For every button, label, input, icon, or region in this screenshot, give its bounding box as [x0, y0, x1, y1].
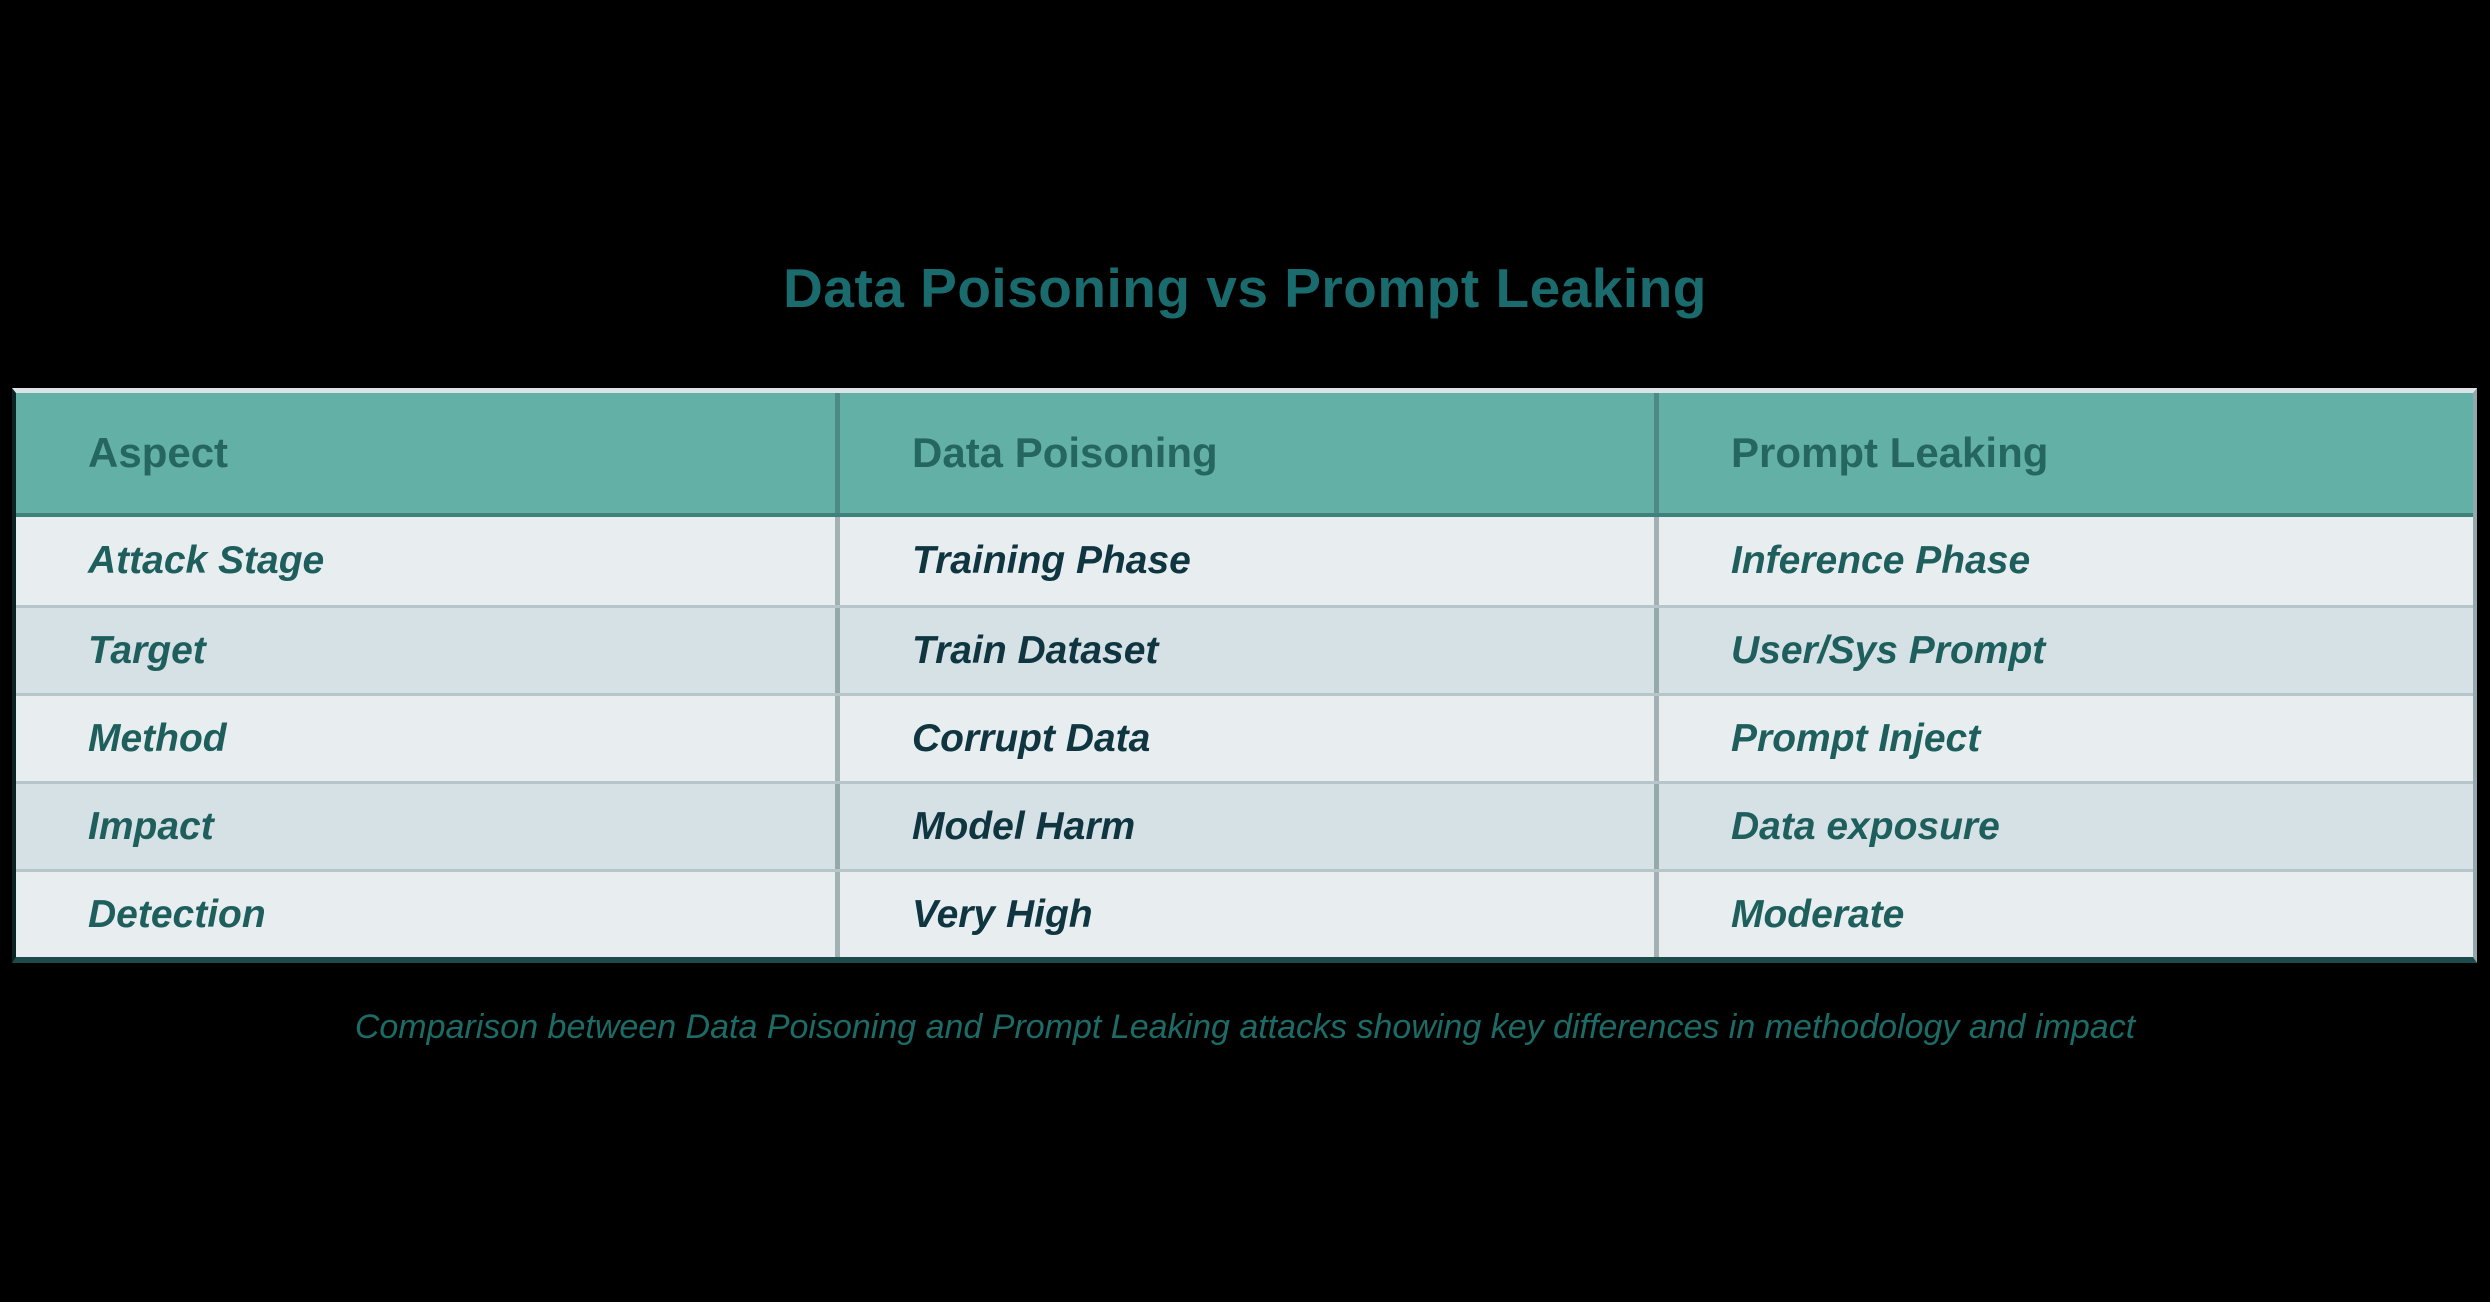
table-row-detection: Detection Very High Moderate [16, 869, 2473, 957]
cell-data-poisoning: Training Phase [835, 517, 1654, 605]
cell-data-poisoning: Very High [835, 872, 1654, 957]
cell-prompt-leaking: User/Sys Prompt [1654, 608, 2473, 693]
table-row-attack-stage: Attack Stage Training Phase Inference Ph… [16, 517, 2473, 605]
cell-aspect: Method [88, 716, 227, 760]
cell-aspect: Impact [88, 804, 214, 848]
table-row-target: Target Train Dataset User/Sys Prompt [16, 605, 2473, 693]
cell-data-poisoning: Train Dataset [835, 608, 1654, 693]
figure-caption: Comparison between Data Poisoning and Pr… [354, 1008, 2136, 1046]
cell-prompt-leaking: Inference Phase [1654, 517, 2473, 605]
cell-prompt-leaking: Data exposure [1654, 784, 2473, 869]
comparison-table: Aspect Data Poisoning Prompt Leaking Att… [12, 388, 2477, 963]
header-cell-data-poisoning: Data Poisoning [835, 393, 1654, 513]
cell-prompt-leaking: Moderate [1654, 872, 2473, 957]
figure-title: Data Poisoning vs Prompt Leaking [783, 257, 1707, 319]
cell-data-poisoning: Corrupt Data [835, 696, 1654, 781]
table-row-impact: Impact Model Harm Data exposure [16, 781, 2473, 869]
table-header-row: Aspect Data Poisoning Prompt Leaking [16, 393, 2473, 517]
header-cell-aspect: Aspect [88, 429, 229, 476]
cell-prompt-leaking: Prompt Inject [1654, 696, 2473, 781]
cell-aspect: Attack Stage [88, 539, 325, 582]
table-row-method: Method Corrupt Data Prompt Inject [16, 693, 2473, 781]
header-cell-prompt-leaking: Prompt Leaking [1654, 393, 2473, 513]
cell-aspect: Target [88, 628, 206, 672]
cell-data-poisoning: Model Harm [835, 784, 1654, 869]
cell-aspect: Detection [88, 892, 266, 936]
